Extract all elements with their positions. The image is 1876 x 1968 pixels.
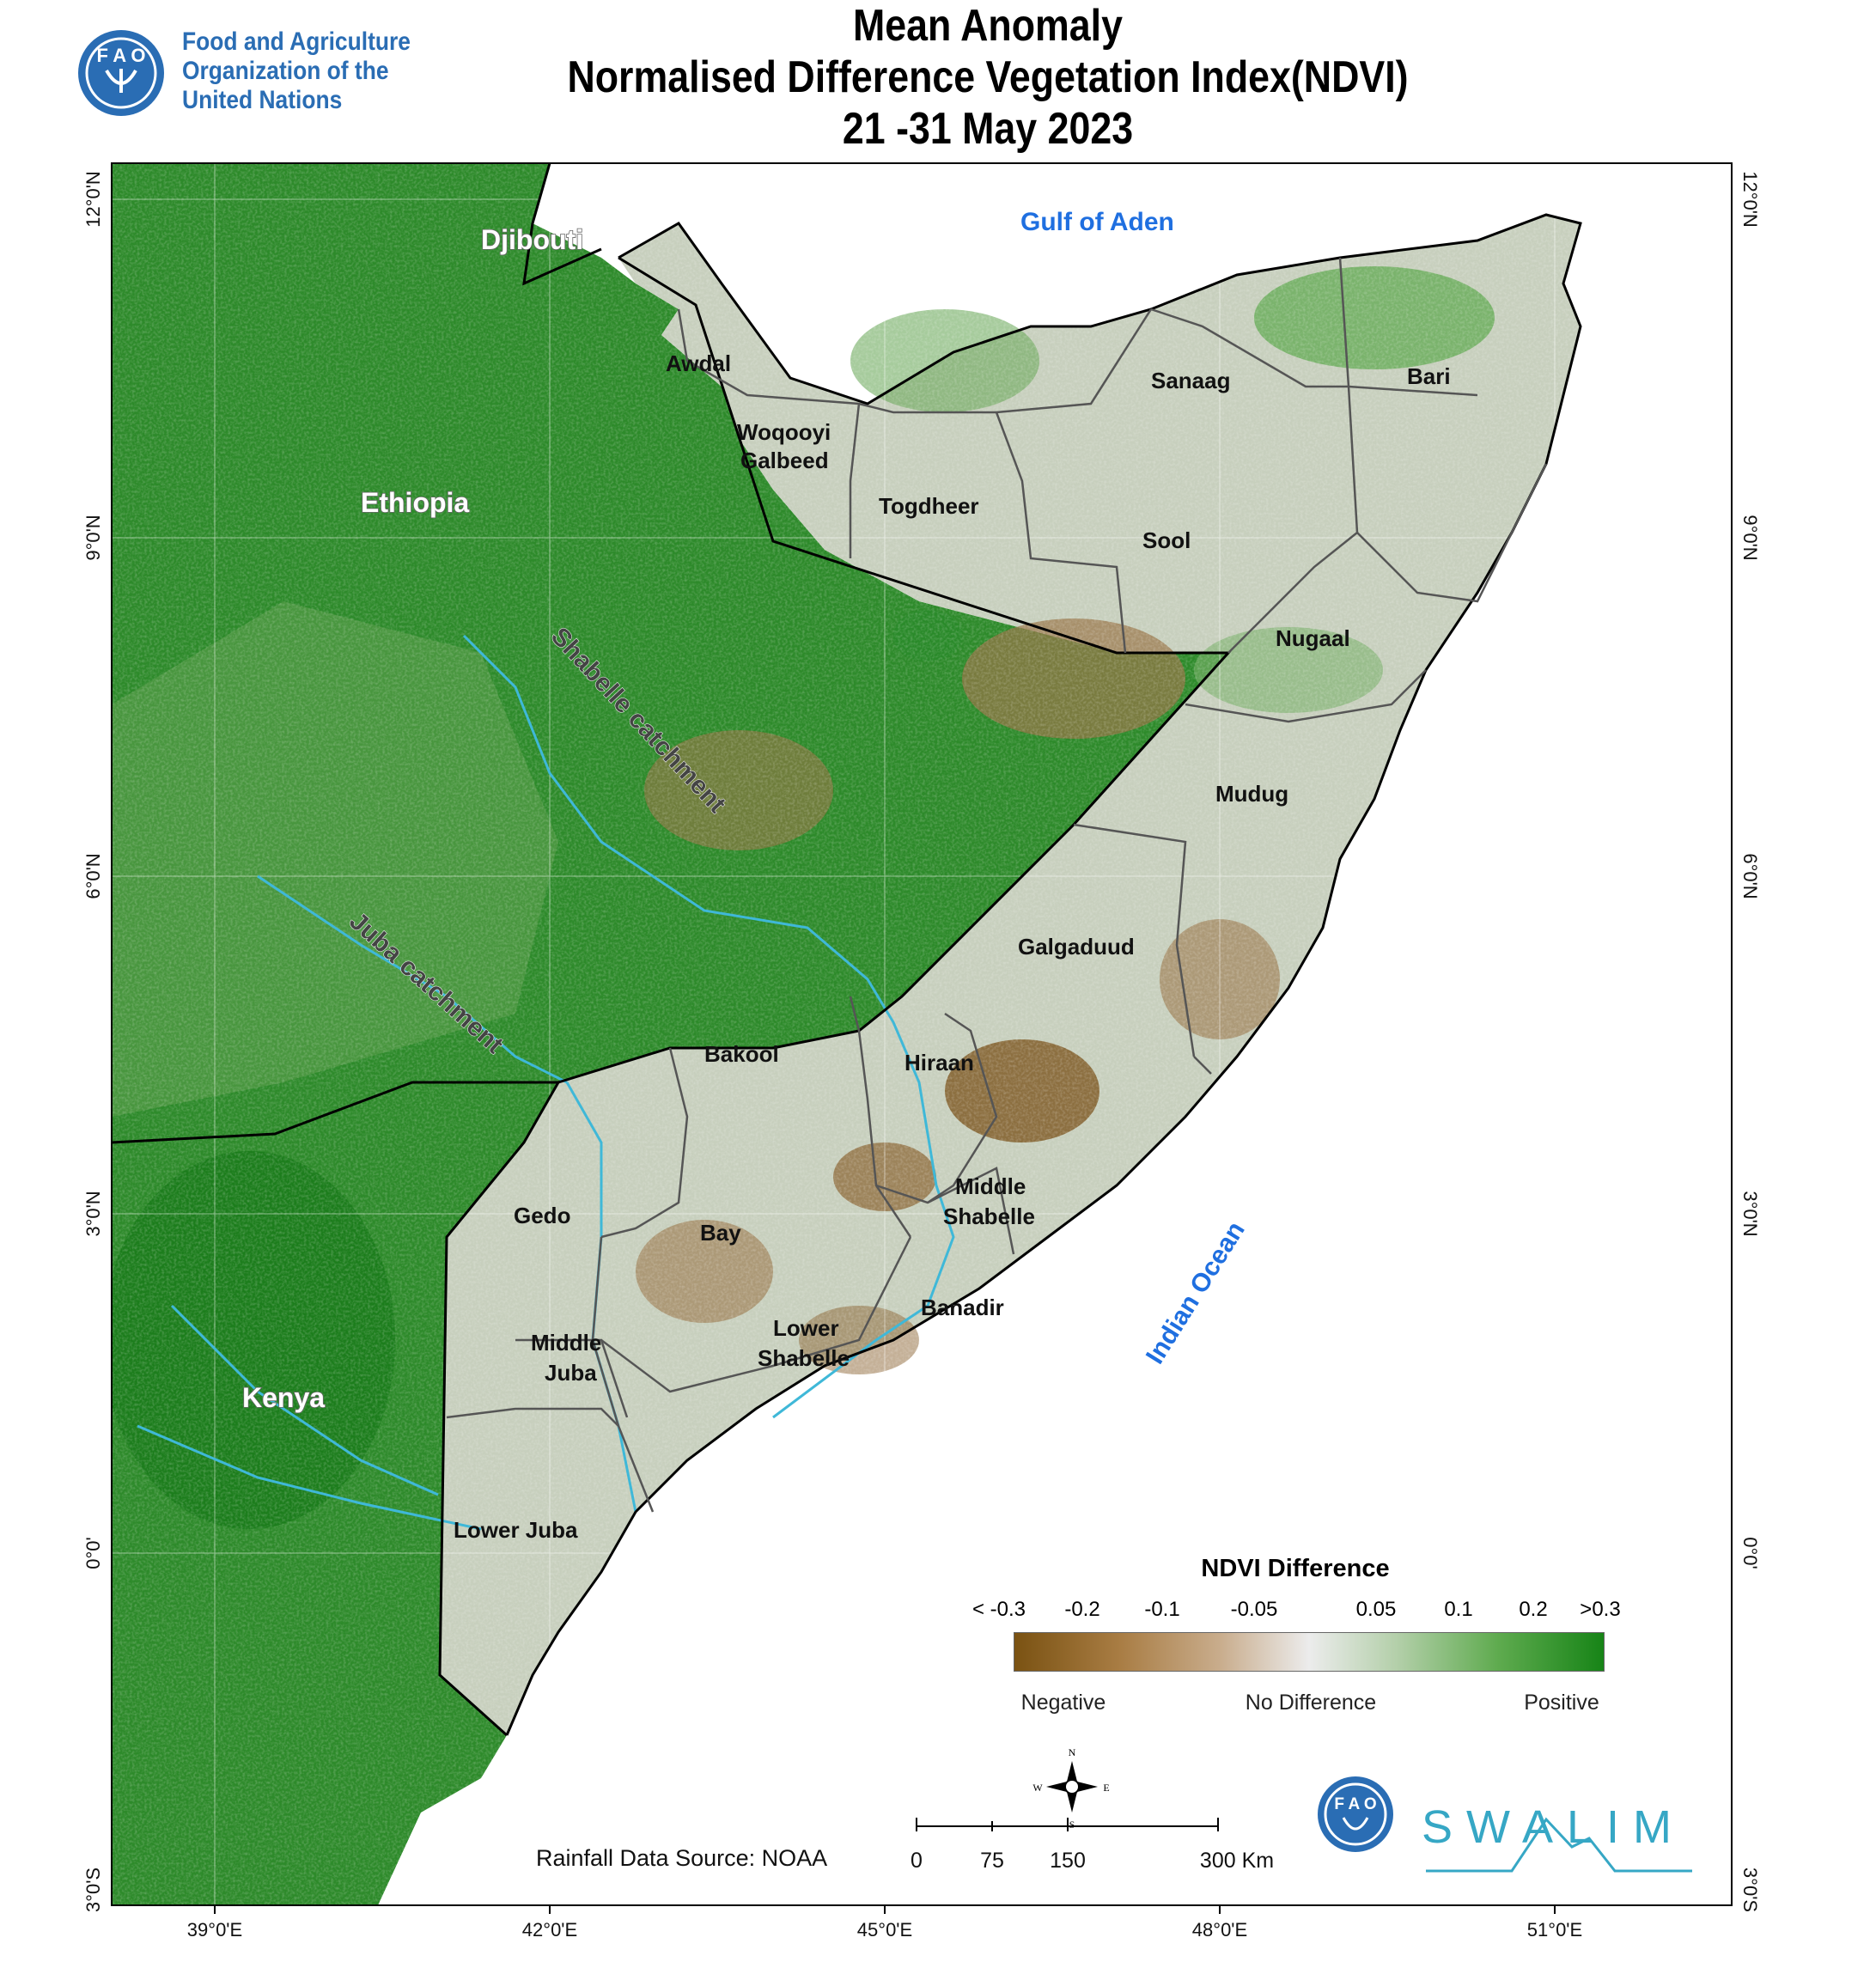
fao-logo: F A O xyxy=(78,30,164,116)
map-frame xyxy=(111,162,1733,1906)
swalim-logo-text: SWALIM xyxy=(1422,1801,1686,1853)
scale-label: 150 xyxy=(1050,1849,1086,1873)
region-middle-juba-line2: Juba xyxy=(545,1360,597,1386)
compass-e: E xyxy=(1103,1782,1109,1794)
region-bay: Bay xyxy=(700,1220,741,1246)
lat-tick: 9°0'N xyxy=(1739,515,1761,560)
lat-tick: 6°0'N xyxy=(82,853,104,899)
org-name-line1: Food and Agriculture xyxy=(182,27,411,56)
region-togdheer: Togdheer xyxy=(879,493,979,519)
region-middle-shabelle-line2: Shabelle xyxy=(943,1203,1035,1229)
region-lower-shabelle-line2: Shabelle xyxy=(758,1345,850,1371)
region-banadir: Banadir xyxy=(921,1295,1004,1320)
data-source-note: Rainfall Data Source: NOAA xyxy=(536,1845,828,1871)
compass-w: W xyxy=(1032,1782,1043,1794)
longitude-axis: 39°0'E 42°0'E 45°0'E 48°0'E 51°0'E xyxy=(187,1905,1582,1941)
region-woqooyi-line2: Galbeed xyxy=(740,448,829,473)
title-line1: Mean Anomaly xyxy=(853,1,1123,51)
lat-tick: 0°0' xyxy=(1739,1537,1761,1569)
legend-tick: -0.2 xyxy=(1064,1598,1100,1621)
legend-title: NDVI Difference xyxy=(1201,1555,1390,1582)
lat-tick: 12°0'N xyxy=(82,171,104,228)
lat-tick: 3°0'S xyxy=(82,1867,104,1912)
lat-tick: 0°0' xyxy=(82,1537,104,1569)
lon-tick: 51°0'E xyxy=(1527,1919,1582,1941)
region-sanaag: Sanaag xyxy=(1151,368,1231,393)
lat-tick: 9°0'N xyxy=(82,515,104,560)
latitude-axis-right: 12°0'N 9°0'N 6°0'N 3°0'N 0°0' 3°0'S xyxy=(1739,171,1761,1912)
region-galgaduud: Galgaduud xyxy=(1018,934,1135,960)
legend-tick: >0.3 xyxy=(1580,1598,1621,1621)
region-borders xyxy=(446,257,1548,1513)
lat-tick: 3°0'N xyxy=(1739,1191,1761,1236)
swalim-logo-line xyxy=(1426,1817,1692,1873)
legend-tick: -0.05 xyxy=(1230,1598,1278,1621)
legend-tick: 0.05 xyxy=(1355,1598,1397,1621)
compass-rose-icon: N S E W xyxy=(1032,1746,1109,1831)
map-title: Mean Anomaly Normalised Difference Veget… xyxy=(464,0,1512,155)
fao-small-logo: F A O xyxy=(1318,1776,1393,1852)
org-name-line2: Organization of the xyxy=(182,57,389,85)
org-name-line3: United Nations xyxy=(182,86,343,114)
lon-tick: 42°0'E xyxy=(522,1919,577,1941)
latitude-axis-left: 12°0'N 9°0'N 6°0'N 3°0'N 0°0' 3°0'S xyxy=(82,171,104,1912)
region-mudug: Mudug xyxy=(1215,781,1288,807)
ndvi-legend: NDVI Difference < -0.3 -0.2 -0.1 -0.05 0… xyxy=(952,1538,1639,1735)
legend-color-bar xyxy=(1014,1632,1605,1672)
scale-label: 0 xyxy=(911,1849,923,1873)
legend-tick: -0.1 xyxy=(1144,1598,1180,1621)
svg-text:F A O: F A O xyxy=(96,45,145,66)
djibouti-label: Djibouti xyxy=(481,224,583,255)
region-sool: Sool xyxy=(1142,527,1191,553)
scale-label: 75 xyxy=(980,1849,1004,1873)
scale-label: 300 Km xyxy=(1199,1849,1275,1873)
region-bakool: Bakool xyxy=(704,1041,779,1067)
legend-tick: < -0.3 xyxy=(971,1598,1026,1621)
region-nugaal: Nugaal xyxy=(1276,625,1350,651)
legend-caption-positive: Positive xyxy=(1524,1691,1599,1715)
ethiopia-label: Ethiopia xyxy=(361,487,469,518)
legend-caption-neutral: No Difference xyxy=(1245,1691,1377,1715)
scale-bar xyxy=(916,1818,1219,1831)
svg-text:F A O: F A O xyxy=(1334,1795,1376,1813)
region-awdal: Awdal xyxy=(666,350,731,376)
organization-name: Food and Agriculture Organization of the… xyxy=(182,27,411,115)
legend-tick: 0.1 xyxy=(1444,1598,1473,1621)
lat-tick: 3°0'N xyxy=(82,1191,104,1236)
legend-tick: 0.2 xyxy=(1519,1598,1548,1621)
lat-tick: 12°0'N xyxy=(1739,171,1761,228)
region-gedo: Gedo xyxy=(514,1203,570,1228)
lat-tick: 3°0'S xyxy=(1739,1867,1761,1912)
compass-s: S xyxy=(1069,1819,1075,1831)
region-hiraan: Hiraan xyxy=(904,1050,974,1075)
region-bari: Bari xyxy=(1407,363,1451,389)
lon-tick: 39°0'E xyxy=(187,1919,242,1941)
compass-n: N xyxy=(1069,1746,1076,1758)
title-line2: Normalised Difference Vegetation Index(N… xyxy=(567,52,1409,102)
lat-tick: 6°0'N xyxy=(1739,853,1761,899)
gulf-of-aden-label: Gulf of Aden xyxy=(1020,208,1174,236)
legend-caption-negative: Negative xyxy=(1020,1691,1106,1715)
region-middle-shabelle-line1: Middle xyxy=(955,1173,1026,1199)
region-lower-juba: Lower Juba xyxy=(454,1517,578,1543)
region-woqooyi-line1: Woqooyi xyxy=(737,419,831,445)
region-lower-shabelle-line1: Lower xyxy=(773,1315,839,1341)
title-line3: 21 -31 May 2023 xyxy=(842,104,1134,154)
lon-tick: 48°0'E xyxy=(1192,1919,1247,1941)
region-middle-juba-line1: Middle xyxy=(531,1330,601,1356)
kenya-label: Kenya xyxy=(242,1382,325,1413)
lon-tick: 45°0'E xyxy=(857,1919,912,1941)
